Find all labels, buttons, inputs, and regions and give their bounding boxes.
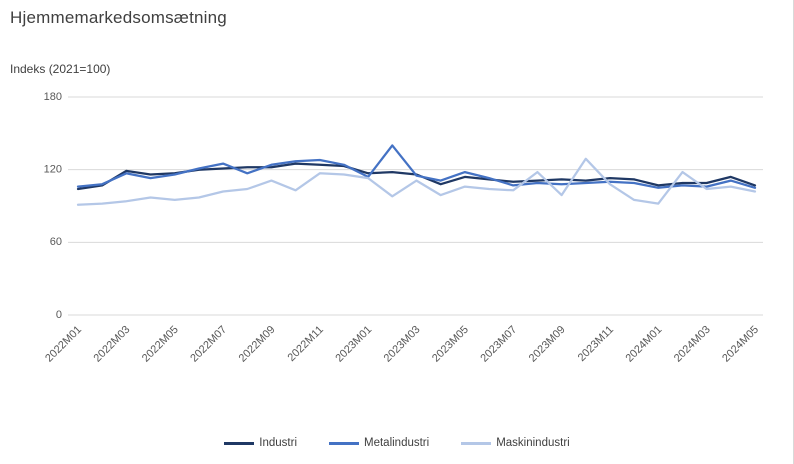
- y-axis-tick-label: 120: [44, 164, 62, 176]
- x-axis-tick-label: 2023M03: [382, 324, 423, 365]
- chart-legend: Industri Metalindustri Maskinindustri: [0, 432, 794, 454]
- x-axis-tick-label: 2024M01: [623, 324, 664, 365]
- x-axis-tick-label: 2022M09: [237, 324, 278, 365]
- x-axis-tick-label: 2024M03: [672, 324, 713, 365]
- legend-item-maskinindustri: Maskinindustri: [461, 437, 570, 449]
- x-axis-tick-label: 2023M11: [576, 324, 616, 364]
- series-line-maskinindustri: [76, 157, 757, 206]
- x-axis-tick-label: 2023M01: [333, 324, 374, 365]
- x-axis-tick-label: 2022M01: [43, 324, 84, 365]
- x-axis-tick-label: 2022M05: [140, 324, 181, 365]
- legend-line-swatch: [329, 441, 359, 445]
- y-axis-title: Indeks (2021=100): [10, 62, 111, 76]
- y-axis-tick-label: 180: [44, 91, 62, 103]
- legend-label: Metalindustri: [364, 437, 430, 449]
- legend-label: Industri: [259, 437, 297, 449]
- x-axis-tick-label: 2022M07: [188, 324, 229, 365]
- legend-line-swatch: [461, 441, 492, 445]
- x-axis-tick-label: 2023M05: [430, 324, 471, 365]
- x-axis-tick-label: 2023M09: [527, 324, 568, 365]
- x-axis-tick-label: 2022M11: [286, 324, 326, 364]
- legend-label: Maskinindustri: [496, 437, 570, 449]
- series-line-metalindustri: [76, 144, 757, 189]
- legend-line-swatch: [224, 441, 255, 445]
- chart-title: Hjemmemarkedsomsætning: [10, 8, 227, 27]
- x-axis-tick-label: 2024M05: [720, 324, 761, 365]
- y-axis-tick-label: 60: [50, 236, 62, 248]
- legend-item-industri: Industri: [224, 437, 297, 449]
- y-axis-tick-label: 0: [56, 309, 62, 321]
- x-axis-tick-label: 2022M03: [92, 324, 133, 365]
- legend-item-metalindustri: Metalindustri: [329, 437, 429, 449]
- x-axis-tick-label: 2023M07: [478, 324, 519, 365]
